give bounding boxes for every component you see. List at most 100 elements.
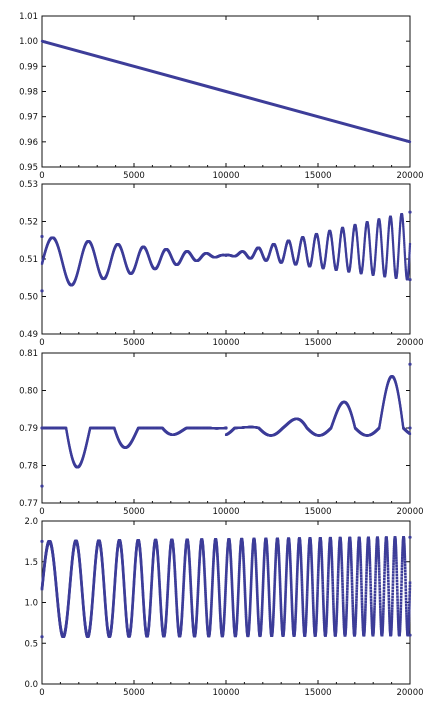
data-point: [386, 244, 389, 247]
data-point: [404, 267, 407, 270]
data-point: [351, 234, 355, 238]
data-point: [393, 266, 396, 269]
data-point: [402, 226, 405, 229]
data-point: [392, 250, 395, 253]
lower-envelope-point: [224, 253, 228, 257]
data-point: [363, 244, 366, 247]
data-point: [337, 254, 340, 257]
data-point: [402, 231, 405, 234]
data-point: [380, 242, 383, 245]
data-point: [392, 256, 395, 259]
data-point: [397, 250, 400, 253]
data-point: [362, 253, 365, 256]
data-point: [350, 250, 353, 253]
data-point: [364, 231, 367, 234]
data-point: [344, 244, 347, 247]
data-point: [408, 242, 412, 246]
lower-envelope-point: [40, 289, 44, 293]
data-point: [367, 228, 370, 231]
data-point: [398, 231, 401, 235]
data-point: [397, 243, 401, 247]
data-point: [384, 268, 388, 271]
data-point: [362, 259, 365, 262]
data-point: [345, 258, 348, 261]
data-point: [399, 220, 402, 223]
data-point: [384, 267, 388, 270]
data-point: [404, 270, 408, 273]
data-point: [379, 229, 382, 232]
data-point: [345, 254, 348, 257]
data-point: [357, 252, 360, 255]
data-point: [373, 260, 377, 263]
x-tick-label: 20000: [396, 507, 423, 517]
data-point: [337, 255, 340, 258]
data-point: [379, 225, 382, 228]
data-point: [387, 229, 390, 233]
data-point: [397, 241, 401, 245]
data-point: [402, 233, 405, 236]
data-point: [381, 259, 384, 262]
data-point: [362, 250, 365, 253]
data-point: [396, 269, 399, 272]
data-point: [375, 235, 378, 238]
data-point: [398, 230, 401, 233]
data-point: [407, 270, 410, 273]
data-point: [351, 236, 355, 239]
data-point: [380, 246, 383, 249]
data-point: [387, 225, 391, 228]
data-point: [350, 255, 353, 258]
data-point: [351, 239, 354, 243]
data-point: [350, 254, 353, 257]
data-point: [382, 268, 385, 271]
data-point: [386, 240, 390, 243]
data-point: [375, 243, 378, 247]
data-point: [338, 241, 342, 244]
x-tick-label: 0: [39, 507, 44, 517]
data-point: [356, 243, 359, 247]
data-point: [338, 246, 341, 250]
data-point: [390, 226, 394, 229]
data-point: [362, 256, 365, 259]
data-point: [364, 230, 367, 233]
data-point: [367, 229, 370, 232]
data-point: [345, 256, 348, 260]
lower-envelope-point: [408, 278, 412, 282]
data-point: [368, 243, 371, 246]
data-point: [397, 245, 400, 249]
x-tick-label: 20000: [396, 171, 423, 181]
data-point: [356, 245, 359, 248]
data-point: [388, 222, 391, 225]
data-point: [393, 267, 396, 270]
y-tick-label: 0.95: [19, 163, 38, 173]
data-point: [398, 226, 402, 229]
data-point: [393, 261, 396, 264]
y-tick-label: 0.81: [19, 349, 38, 359]
data-point: [375, 232, 379, 235]
y-tick-label: 0.99: [19, 62, 38, 72]
x-tick-label: 0: [39, 171, 44, 181]
data-point: [373, 265, 376, 268]
data-point: [379, 234, 383, 237]
data-point: [402, 235, 406, 238]
y-tick-label: 1.01: [19, 12, 38, 22]
data-point: [382, 266, 385, 270]
data-point: [355, 233, 358, 236]
data-point: [408, 249, 411, 252]
data-point: [349, 259, 352, 262]
data-point: [373, 261, 377, 264]
data-point: [386, 247, 389, 251]
data-point: [407, 269, 410, 272]
data-point: [375, 231, 379, 234]
y-tick-label: 0.50: [19, 293, 38, 303]
data-point: [364, 232, 367, 236]
data-point: [381, 254, 384, 258]
data-point: [338, 243, 341, 246]
data-point: [380, 244, 383, 247]
data-point: [390, 222, 393, 225]
data-point: [407, 265, 410, 268]
data-point: [380, 240, 383, 243]
data-point: [344, 243, 347, 246]
data-point: [403, 256, 407, 259]
